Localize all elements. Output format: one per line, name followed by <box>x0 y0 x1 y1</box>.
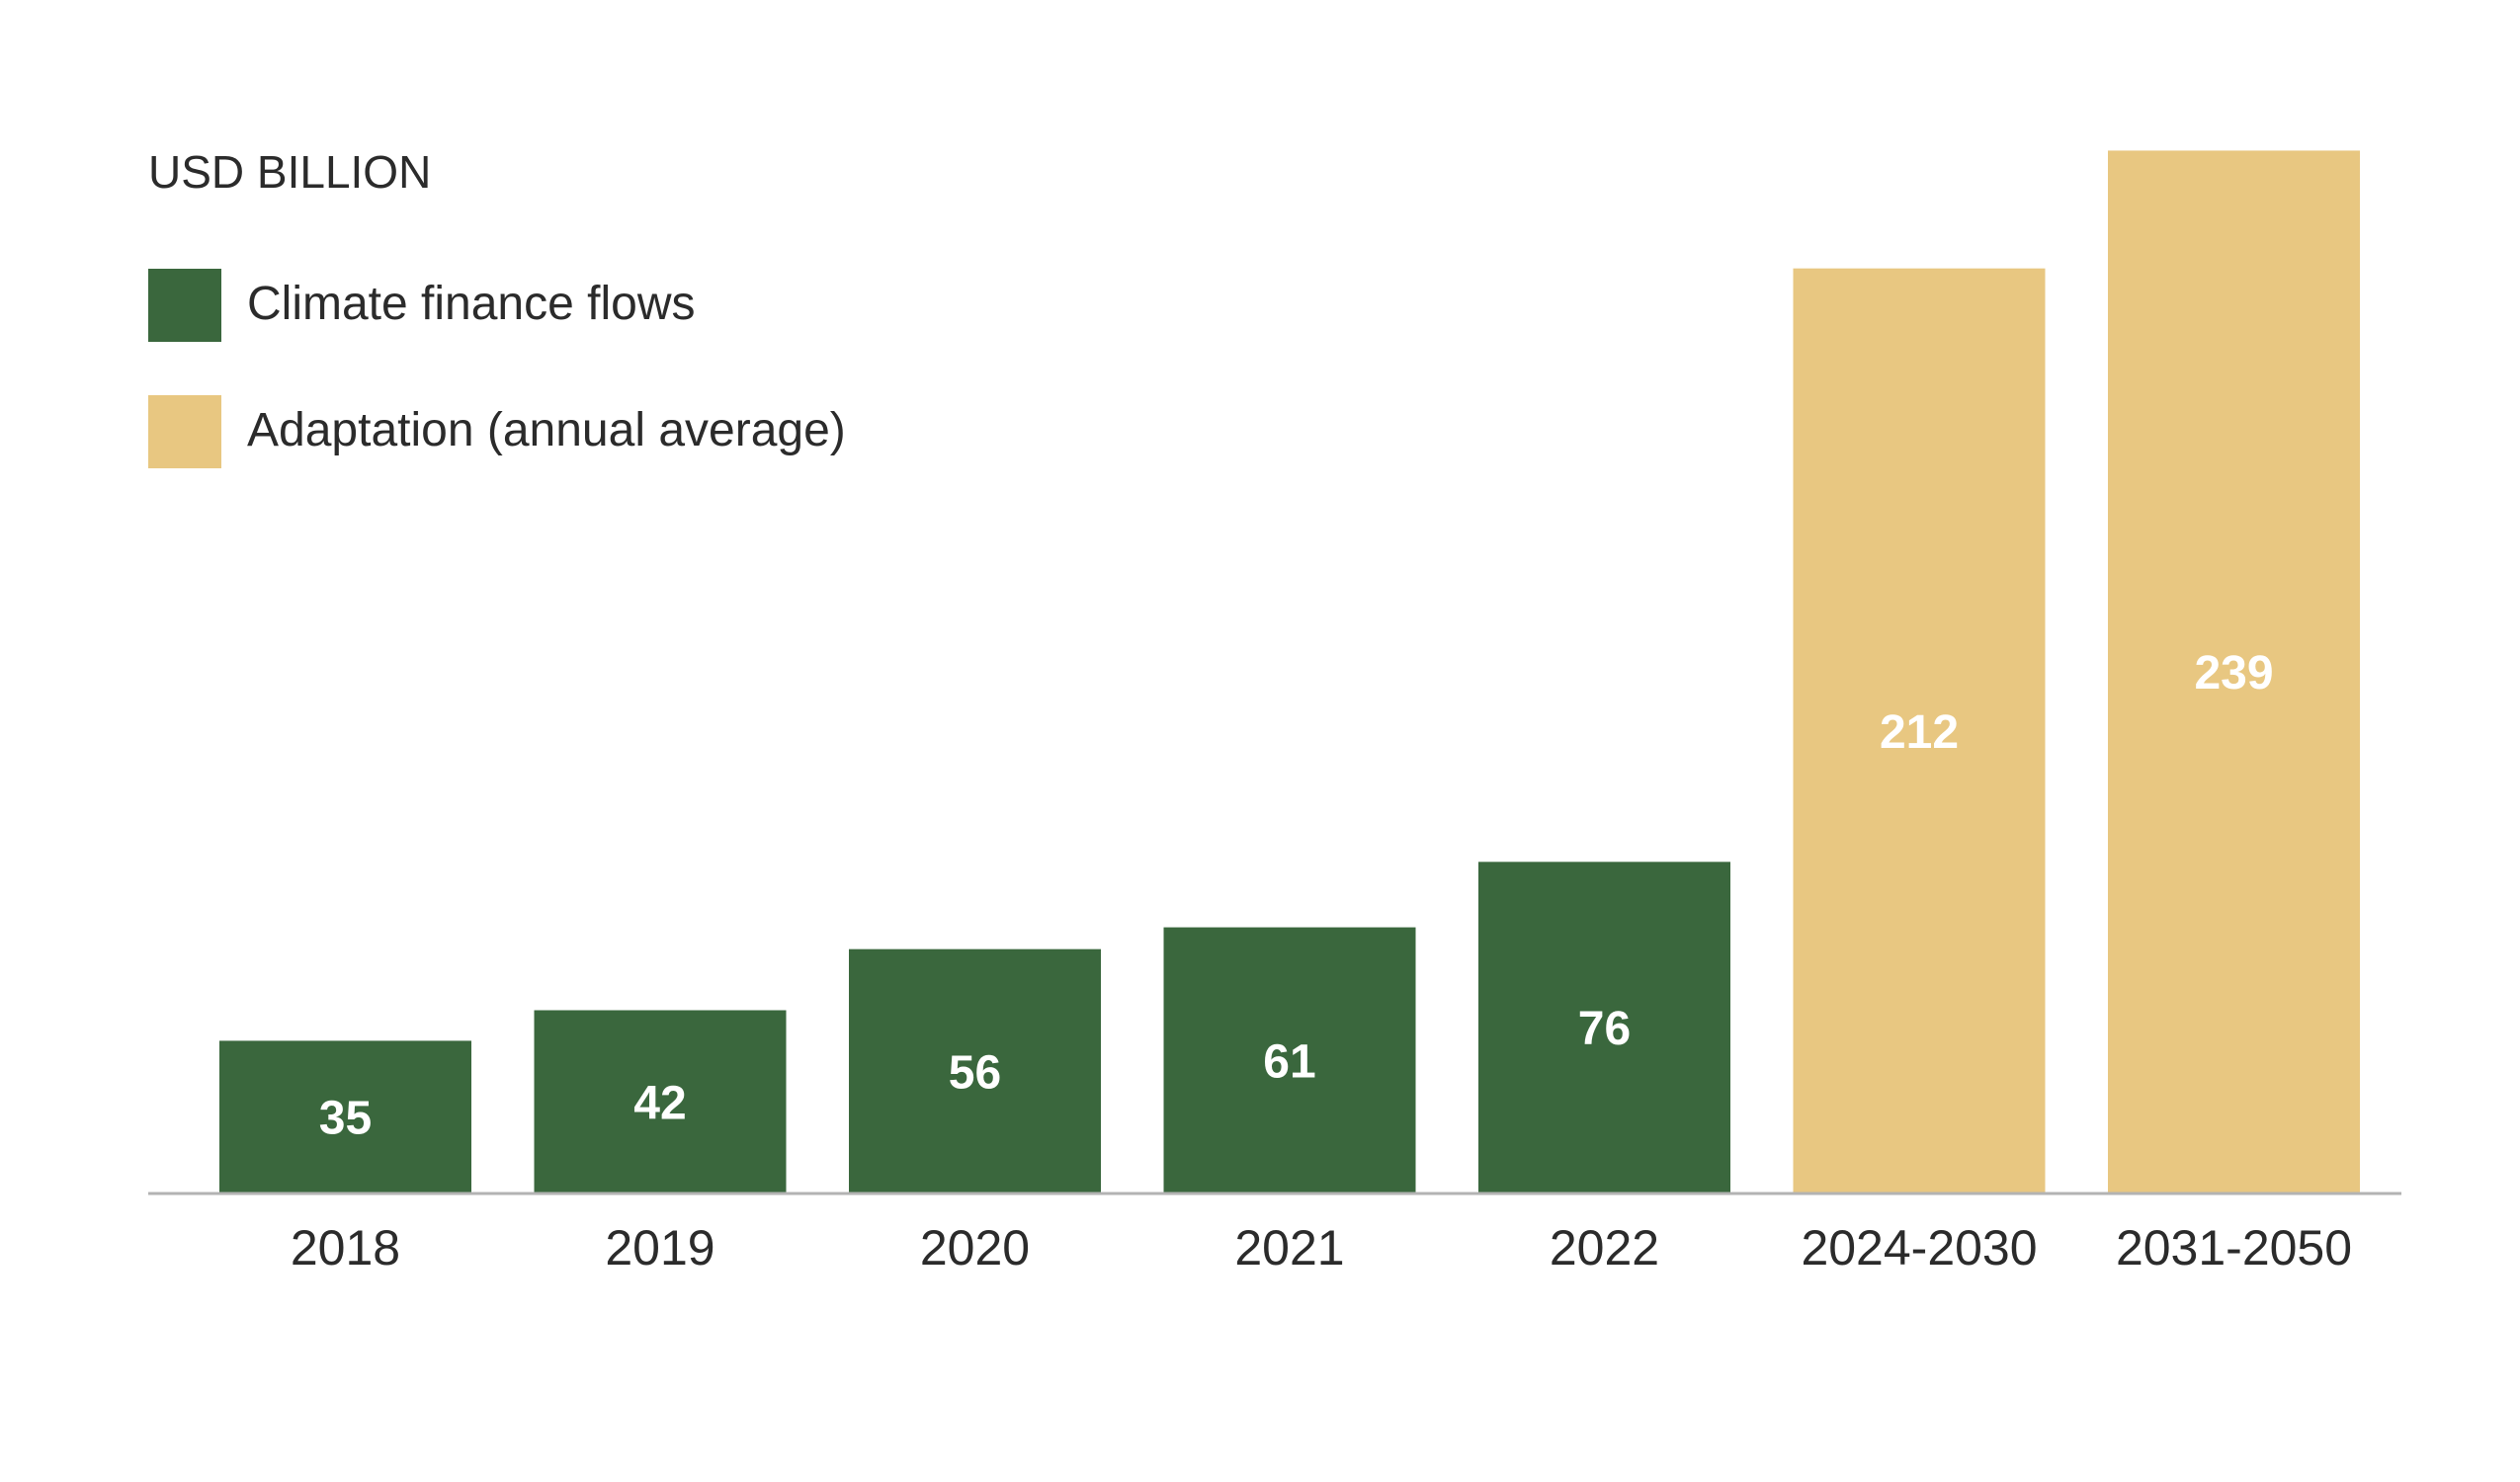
bar-2024-2030 <box>1793 268 2046 1194</box>
bar-2021 <box>1163 927 1416 1194</box>
value-label-2031-2050: 239 <box>2194 647 2273 700</box>
value-label-2021: 61 <box>1263 1035 1315 1088</box>
value-labels-group: 35 42 56 61 76 212 239 <box>319 647 2274 1145</box>
x-tick-label-2024-2030: 2024-2030 <box>1801 1220 2037 1276</box>
x-tick-label-2031-2050: 2031-2050 <box>2116 1220 2352 1276</box>
value-label-2020: 56 <box>949 1046 1001 1099</box>
bar-2022 <box>1478 862 1730 1194</box>
x-tick-label-2022: 2022 <box>1550 1220 1659 1276</box>
bar-2031-2050 <box>2108 150 2360 1194</box>
x-tick-label-2019: 2019 <box>605 1220 714 1276</box>
x-tick-label-2018: 2018 <box>291 1220 400 1276</box>
bars-group <box>219 150 2360 1194</box>
legend: Climate finance flows Adaptation (annual… <box>148 269 846 468</box>
value-label-2024-2030: 212 <box>1880 706 1959 759</box>
legend-label-adaptation: Adaptation (annual average) <box>247 404 846 456</box>
legend-swatch-climate-finance <box>148 269 221 342</box>
bar-2019 <box>534 1010 787 1194</box>
value-label-2022: 76 <box>1578 1003 1631 1055</box>
x-tick-label-2020: 2020 <box>920 1220 1030 1276</box>
bar-2018 <box>219 1040 471 1194</box>
x-axis-tick-labels: 2018 2019 2020 2021 2022 2024-2030 2031-2050 <box>291 1220 2352 1276</box>
unit-label: USD BILLION <box>148 146 431 198</box>
x-tick-label-2021: 2021 <box>1234 1220 1344 1276</box>
value-label-2019: 42 <box>633 1077 686 1129</box>
value-label-2018: 35 <box>319 1093 372 1145</box>
legend-label-climate-finance: Climate finance flows <box>247 278 696 330</box>
bar-2020 <box>849 948 1101 1194</box>
legend-swatch-adaptation <box>148 395 221 468</box>
